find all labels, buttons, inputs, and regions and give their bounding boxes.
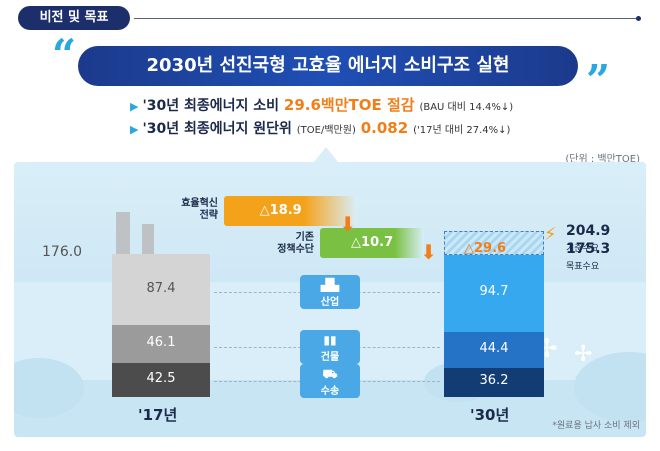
goal-line-intensity: ▶ '30년 최종에너지 원단위 (TOE/백만원) 0.082 ('17년 대비… [130, 118, 510, 138]
x-label-2017: '17년 [138, 406, 178, 424]
unit-label: (단위 : 백만TOE) [565, 154, 640, 165]
bar-segment-industry-2030: 94.7 [444, 255, 544, 332]
bau-savings-box [444, 231, 544, 255]
bar-segment-transport-2030: 36.2 [444, 367, 544, 397]
divider-dot [636, 16, 641, 21]
bar-segment-building-2017: 46.1 [112, 325, 210, 363]
close-quote-icon: ” [586, 56, 611, 105]
category-label: 수송 [320, 386, 340, 398]
open-quote-icon: “ [52, 30, 77, 79]
category-industry: ▟▙ 산업 [300, 274, 360, 309]
wind-turbine-icon: ✢ [574, 342, 593, 367]
target-value: 175.3 [566, 241, 611, 257]
savings-label: △29.6 [464, 241, 507, 257]
reduction-value: △18.9 [259, 203, 302, 218]
goal-prefix: '30년 최종에너지 소비 [142, 98, 284, 114]
target-label: 목표수요 [566, 262, 600, 272]
reduction-label-efficiency: 효율혁신 전략 [181, 198, 218, 221]
footnote: *원료용 납사 소비 제외 [552, 421, 640, 431]
reduction-bar-existing-policy: △10.7 [320, 228, 425, 258]
value-label: 36.2 [479, 373, 509, 389]
goal-note: (BAU 대비 14.4%↓) [419, 102, 514, 113]
bar-segment-building-2030: 44.4 [444, 331, 544, 368]
x-label-2030: '30년 [470, 406, 510, 424]
value-label: 87.4 [146, 280, 176, 296]
category-building: ▮▮ 건물 [300, 329, 360, 364]
reduction-value: △10.7 [351, 235, 394, 250]
cloud-shape [14, 358, 84, 418]
value-label: 44.4 [479, 340, 509, 356]
lightning-icon: ⚡ [544, 224, 557, 245]
panel-notch [314, 147, 338, 162]
bau-label: 기준수요 [566, 244, 600, 255]
car-icon: ⛟ [322, 367, 338, 382]
bar-segment-transport-2017: 42.5 [112, 362, 210, 397]
category-transport: ⛟ 수송 [300, 364, 360, 399]
value-label: 94.7 [479, 284, 509, 300]
goal-highlight: 0.082 [360, 119, 409, 137]
factory-icon: ▟▙ [320, 277, 340, 292]
section-badge: 비전 및 목표 [18, 6, 130, 30]
goal-note: ('17년 대비 27.4%↓) [413, 125, 511, 136]
goal-unit: (TOE/백만원) [296, 125, 356, 136]
value-label: 42.5 [146, 370, 176, 386]
page-title: 2030년 선진국형 고효율 에너지 소비구조 실현 [78, 46, 578, 86]
chimney-icon [116, 212, 130, 258]
category-label: 건물 [320, 351, 340, 363]
chimney-icon [142, 224, 154, 258]
down-arrow-icon: ⬇ [420, 240, 437, 264]
bar-segment-industry-2017: 87.4 [112, 254, 210, 326]
down-arrow-icon: ⬇ [339, 212, 357, 236]
goal-highlight: 29.6백만TOE 절감 [283, 96, 415, 114]
reduction-bar-efficiency: △18.9 [224, 196, 358, 226]
bullet-triangle-icon: ▶ [130, 123, 139, 136]
total-2017: 176.0 [42, 244, 83, 261]
value-label: 46.1 [146, 334, 176, 350]
header-divider [134, 18, 638, 19]
reduction-label-existing-policy: 기존 정책수단 [277, 232, 314, 255]
category-label: 산업 [320, 296, 340, 308]
goal-prefix: '30년 최종에너지 원단위 [142, 121, 292, 137]
bullet-triangle-icon: ▶ [130, 100, 139, 113]
goal-line-consumption: ▶ '30년 최종에너지 소비 29.6백만TOE 절감 (BAU 대비 14.4… [130, 94, 513, 115]
building-icon: ▮▮ [323, 332, 337, 347]
bau-value: 204.9 [566, 223, 611, 240]
